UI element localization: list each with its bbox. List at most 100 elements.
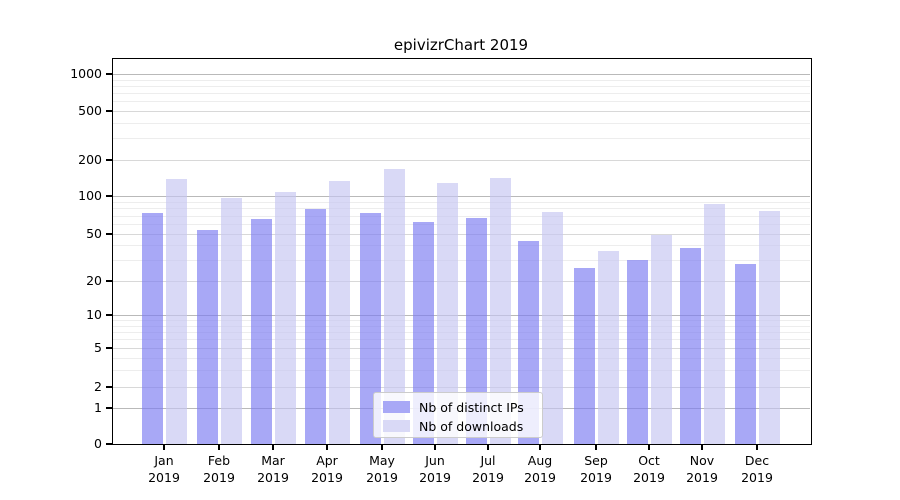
legend-swatch-downloads [383, 420, 410, 432]
gridline [113, 85, 810, 87]
bar-downloads-aug [541, 211, 563, 444]
x-tick-mark [595, 445, 597, 450]
y-tick-mark [106, 159, 113, 161]
y-tick-label: 20 [86, 273, 102, 288]
x-tick-mark [326, 445, 328, 450]
x-tick-year: 2019 [472, 470, 504, 485]
x-tick-mark [487, 445, 489, 450]
y-tick-label: 2 [94, 379, 102, 394]
y-tick-label: 50 [86, 226, 102, 241]
bar-downloads-dec [758, 211, 780, 444]
x-tick-mark [756, 445, 758, 450]
y-tick-label: 1 [94, 400, 102, 415]
x-tick-label: Aug 2019 [508, 452, 572, 486]
y-tick-label: 200 [78, 152, 102, 167]
x-tick-year: 2019 [580, 470, 612, 485]
x-tick-label: Feb 2019 [187, 452, 251, 486]
y-tick-mark [106, 280, 113, 282]
legend-label-downloads: Nb of downloads [419, 418, 524, 434]
x-tick-label: Mar 2019 [241, 452, 305, 486]
bar-downloads-jun [436, 183, 458, 444]
x-tick-year: 2019 [633, 470, 665, 485]
bar-downloads-oct [650, 235, 672, 444]
bar-distinct-ips-dec [734, 263, 756, 444]
gridline [113, 369, 810, 371]
gridline [113, 215, 810, 217]
bar-distinct-ips-oct [626, 260, 648, 444]
gridline [113, 196, 810, 197]
x-tick-mark [539, 445, 541, 450]
y-tick-label: 0 [94, 436, 102, 451]
gridline [113, 387, 810, 388]
x-tick-month: Feb [207, 453, 231, 468]
gridline [113, 315, 810, 316]
x-tick-month: Oct [638, 453, 660, 468]
bar-distinct-ips-feb [196, 229, 218, 444]
y-tick-mark [106, 386, 113, 388]
y-tick-label: 10 [86, 307, 102, 322]
x-tick-year: 2019 [419, 470, 451, 485]
x-tick-month: Apr [316, 453, 338, 468]
gridline [113, 245, 810, 247]
x-tick-year: 2019 [203, 470, 235, 485]
y-tick-mark [106, 407, 113, 409]
x-tick-label: Dec 2019 [725, 452, 789, 486]
y-tick-mark [106, 73, 113, 75]
bar-distinct-ips-apr [304, 208, 326, 444]
gridline [113, 208, 810, 210]
x-tick-year: 2019 [741, 470, 773, 485]
bar-downloads-apr [328, 180, 350, 444]
bar-distinct-ips-jul [465, 218, 487, 444]
x-tick-mark [381, 445, 383, 450]
x-tick-mark [701, 445, 703, 450]
x-tick-year: 2019 [366, 470, 398, 485]
legend: Nb of distinct IPs Nb of downloads [373, 392, 543, 438]
bar-downloads-jan [165, 178, 187, 444]
x-tick-mark [163, 445, 165, 450]
gridline [113, 281, 810, 282]
x-tick-month: Aug [527, 453, 553, 468]
y-tick-label: 5 [94, 340, 102, 355]
bar-distinct-ips-may [359, 212, 381, 444]
x-tick-label: Nov 2019 [670, 452, 734, 486]
y-tick-mark [106, 347, 113, 349]
x-tick-mark [272, 445, 274, 450]
x-tick-month: Jul [480, 453, 496, 468]
y-tick-label: 1000 [70, 66, 102, 81]
x-tick-mark [218, 445, 220, 450]
gridline [113, 93, 810, 94]
y-tick-mark [106, 233, 113, 235]
bar-downloads-jul [489, 178, 511, 444]
x-tick-label: Apr 2019 [295, 452, 359, 486]
bar-downloads-feb [220, 198, 242, 444]
x-tick-month: Sep [584, 453, 608, 468]
gridline [113, 101, 810, 103]
bar-downloads-may [383, 169, 405, 444]
gridline [113, 122, 810, 124]
x-tick-mark [648, 445, 650, 450]
y-tick-label: 100 [78, 188, 102, 203]
x-tick-year: 2019 [524, 470, 556, 485]
legend-entry-downloads: Nb of downloads [383, 417, 542, 435]
gridline [113, 357, 810, 359]
x-tick-year: 2019 [148, 470, 180, 485]
x-tick-label: Jan 2019 [132, 452, 196, 486]
x-tick-month: Dec [744, 453, 770, 468]
x-tick-label: Sep 2019 [564, 452, 628, 486]
x-tick-month: Jun [425, 453, 445, 468]
x-tick-label: Jun 2019 [403, 452, 467, 486]
gridline [113, 325, 810, 327]
y-tick-label: 500 [78, 103, 102, 118]
bar-distinct-ips-sep [573, 267, 595, 444]
x-tick-label: May 2019 [350, 452, 414, 486]
y-tick-mark [106, 443, 113, 445]
gridline [113, 332, 810, 333]
gridline [113, 74, 810, 75]
y-tick-mark [106, 195, 113, 197]
x-tick-month: Mar [261, 453, 285, 468]
bar-distinct-ips-nov [679, 248, 701, 444]
bar-downloads-sep [597, 250, 619, 444]
x-tick-mark [434, 445, 436, 450]
gridline [113, 224, 810, 225]
